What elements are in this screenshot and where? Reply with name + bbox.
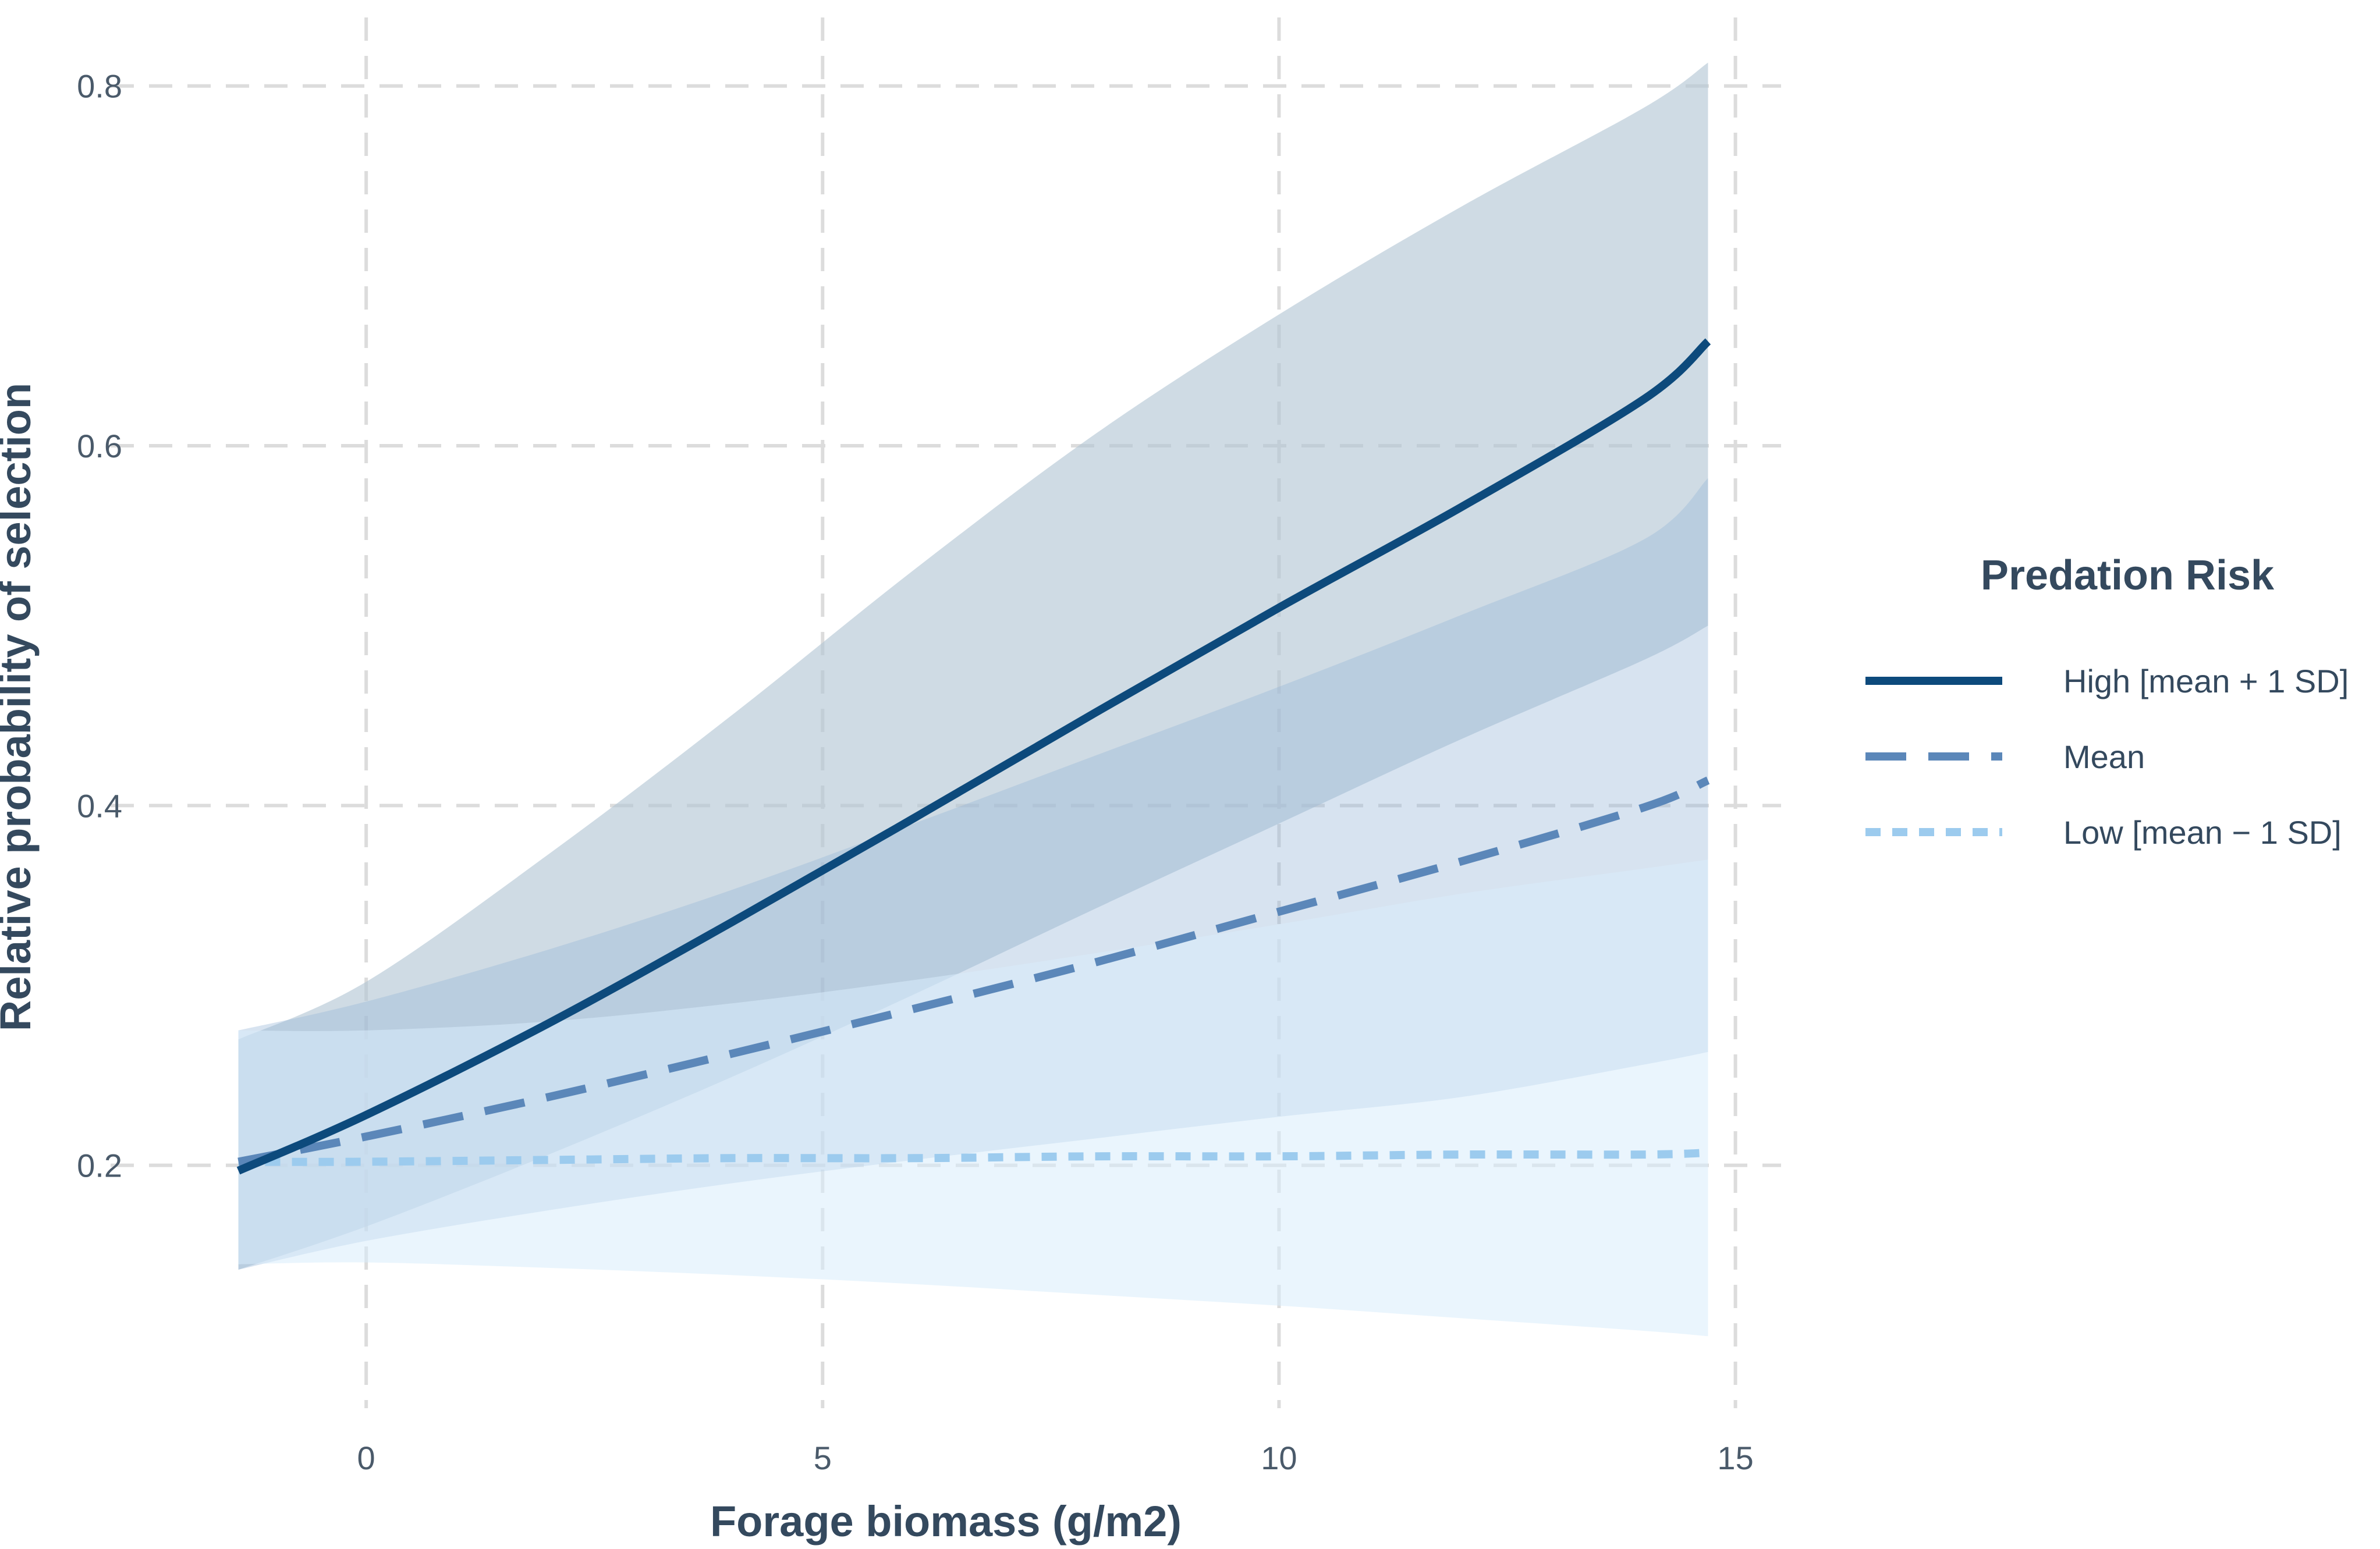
legend-items: High [mean + 1 SD] Mean Low [mean − 1 SD]	[1865, 663, 2349, 851]
band-layer	[238, 62, 1708, 1337]
legend-label: Low [mean − 1 SD]	[2063, 814, 2342, 851]
series-line	[238, 1149, 1708, 1166]
x-axis-title: Forage biomass (g/m2)	[710, 1497, 1182, 1546]
x-tick-label: 5	[814, 1440, 832, 1476]
series-line	[237, 776, 1710, 1166]
legend: Predation Risk High [mean + 1 SD] Mean Low…	[1865, 552, 2349, 851]
legend-label: Mean	[2063, 738, 2145, 775]
y-tick-label: 0.6	[77, 428, 122, 464]
legend-title: Predation Risk	[1981, 552, 2275, 599]
y-tick-label: 0.2	[77, 1147, 122, 1184]
x-tick-label: 10	[1261, 1440, 1297, 1476]
legend-label: High [mean + 1 SD]	[2063, 663, 2349, 699]
y-tick-label: 0.4	[77, 787, 122, 824]
y-tick-label: 0.8	[77, 68, 122, 105]
y-axis-title: Relative probability of selection	[0, 383, 40, 1031]
x-tick-label: 15	[1717, 1440, 1753, 1476]
line-layer	[236, 338, 1711, 1175]
confidence-band	[238, 62, 1708, 1270]
tick-layer: 0 5 10 15 0.2 0.4 0.6 0.8	[77, 68, 1754, 1476]
x-tick-label: 0	[357, 1440, 375, 1476]
series-line	[236, 338, 1711, 1175]
confidence-band	[238, 859, 1708, 1337]
